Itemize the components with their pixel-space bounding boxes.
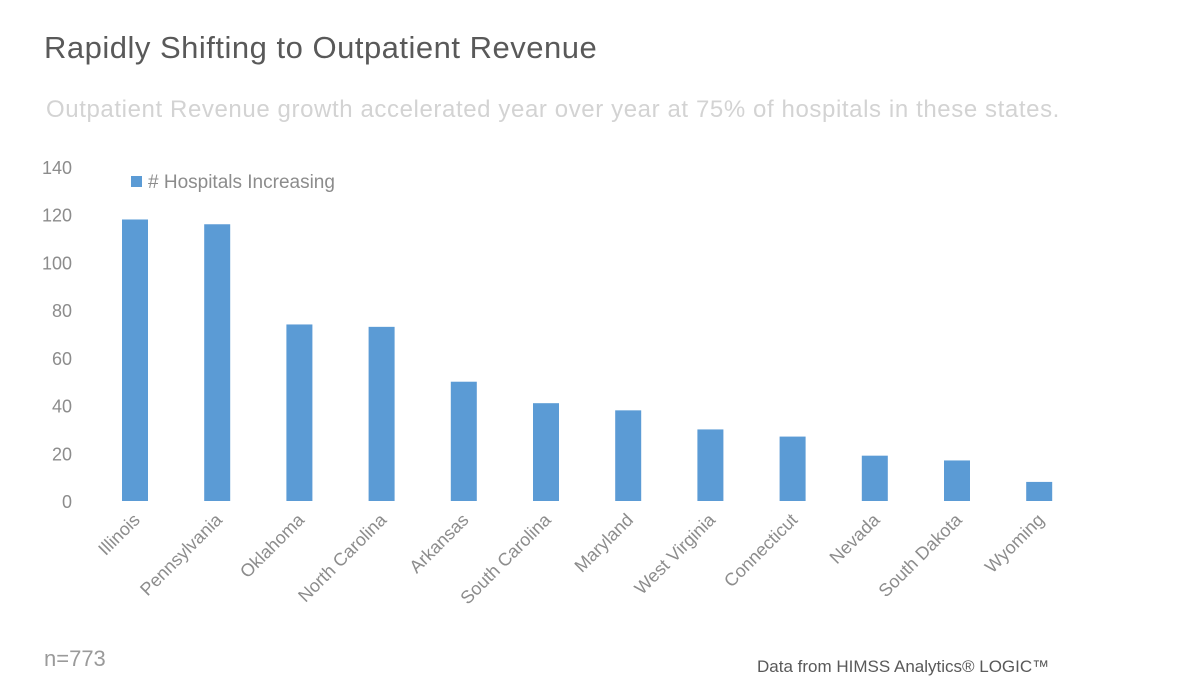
x-tick-label: Wyoming (981, 510, 1048, 577)
data-source: Data from HIMSS Analytics® LOGIC™ (757, 657, 1050, 676)
bar-south-carolina (533, 403, 559, 501)
y-tick-label: 0 (62, 492, 72, 512)
legend-label: # Hospitals Increasing (148, 172, 335, 193)
y-tick-label: 60 (52, 349, 72, 369)
x-tick-label: Arkansas (405, 510, 472, 577)
bar-maryland (615, 410, 642, 501)
bar-wyoming (1026, 481, 1053, 501)
legend-swatch (131, 176, 142, 187)
x-tick-label: North Carolina (294, 509, 391, 606)
x-tick-label: Oklahoma (236, 509, 309, 582)
bar-pennsylvania (204, 224, 231, 501)
legend: # Hospitals Increasing (131, 172, 335, 193)
y-tick-label: 20 (52, 444, 72, 464)
bar-north-carolina (368, 326, 395, 501)
x-tick-label: Connecticut (720, 510, 801, 591)
x-tick-label: Nevada (826, 509, 885, 568)
sample-size-note: n=773 (44, 646, 106, 671)
bar-west-virginia (697, 429, 724, 501)
bar-illinois (122, 219, 148, 501)
y-tick-label: 80 (52, 301, 72, 321)
y-tick-label: 40 (52, 397, 72, 417)
x-tick-label: Pennsylvania (136, 509, 227, 600)
y-tick-label: 140 (42, 158, 72, 178)
y-axis: 0 20 40 60 80 100 120 140 (42, 158, 72, 512)
x-tick-label: South Dakota (875, 509, 967, 601)
bar-oklahoma (286, 324, 313, 501)
chart-subtitle: Outpatient Revenue growth accelerated ye… (46, 96, 1060, 123)
bar-nevada (861, 455, 888, 501)
y-tick-label: 120 (42, 206, 72, 226)
bar-connecticut (779, 436, 806, 501)
chart-title: Rapidly Shifting to Outpatient Revenue (44, 30, 598, 65)
x-tick-label: West Virginia (631, 509, 720, 598)
x-tick-label: Illinois (94, 510, 144, 560)
bar-south-dakota (944, 460, 970, 501)
y-tick-label: 100 (42, 253, 72, 273)
x-tick-label: Maryland (571, 510, 637, 576)
bar-arkansas (450, 381, 477, 501)
bars (122, 219, 1053, 501)
